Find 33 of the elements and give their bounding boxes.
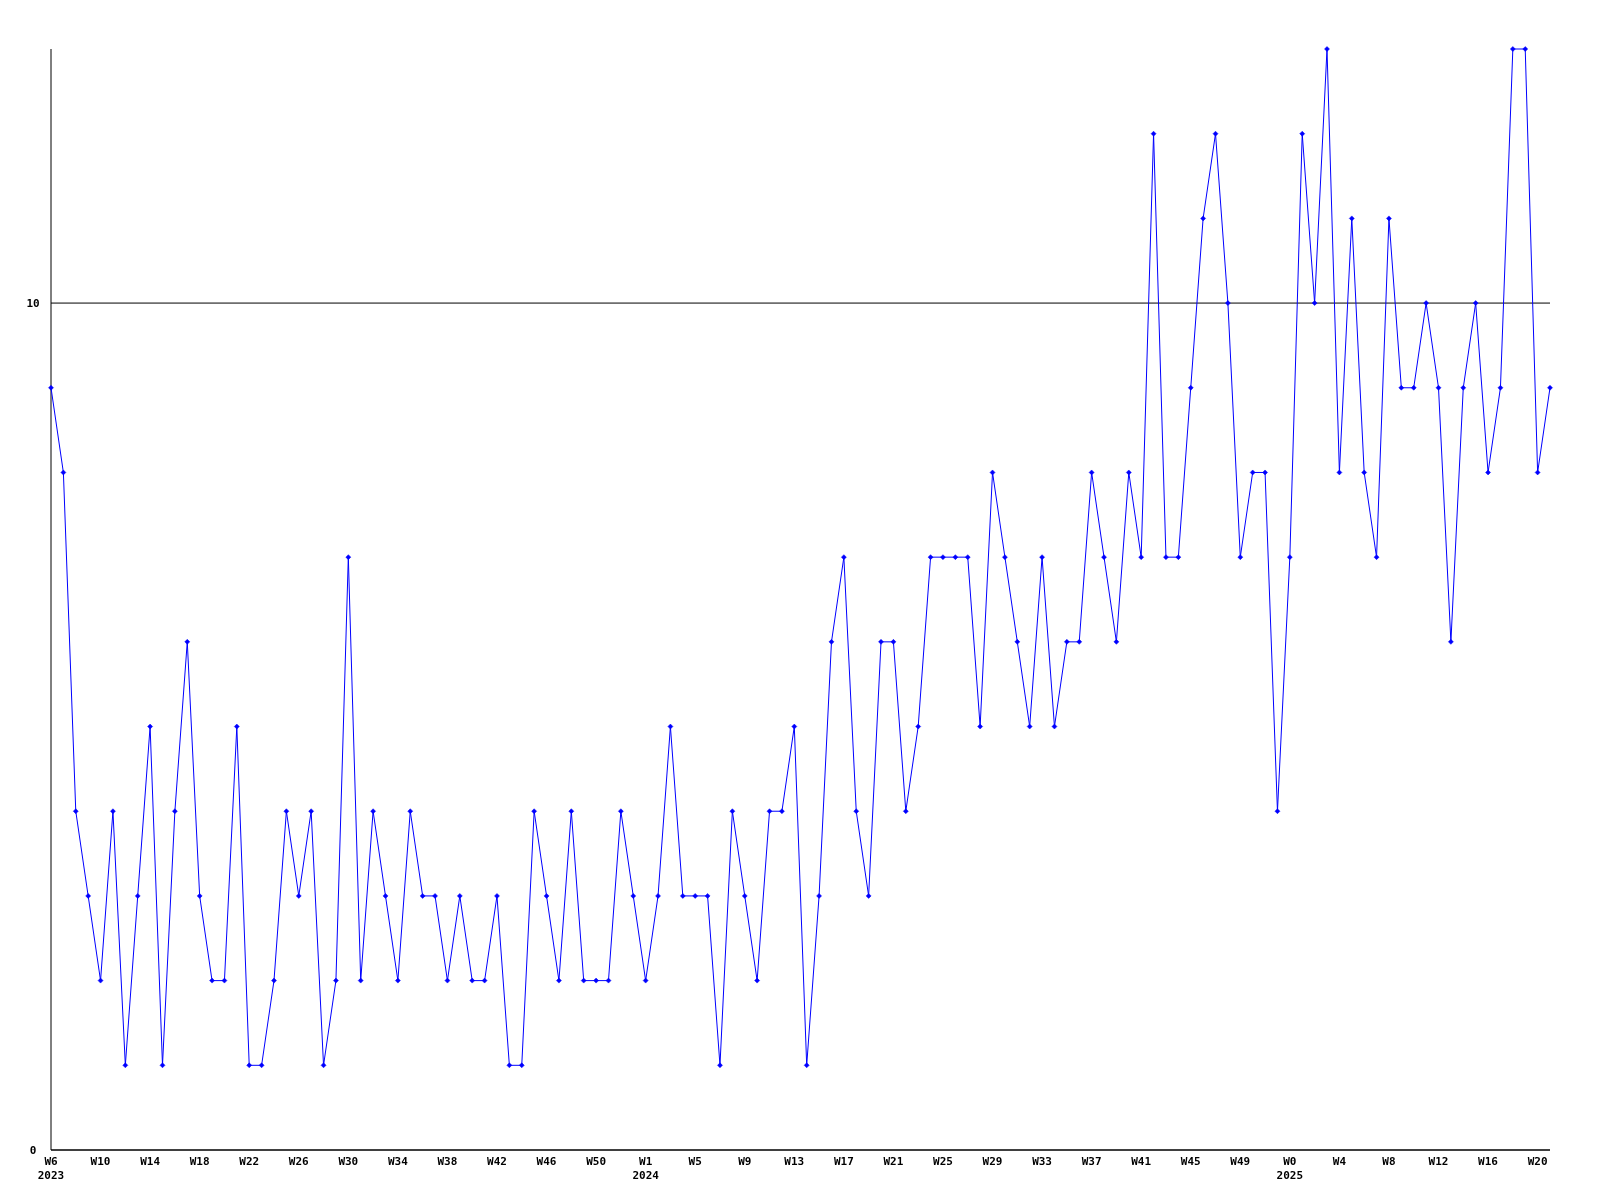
x-tick-label: W12: [1428, 1155, 1449, 1168]
x-tick-label: W9: [738, 1155, 752, 1168]
x-tick-label: W5: [688, 1155, 702, 1168]
x-tick-label: W46: [536, 1155, 557, 1168]
x-tick-label: W17: [833, 1155, 854, 1168]
x-tick-label: W34: [387, 1155, 409, 1168]
x-tick-label: W42: [487, 1155, 507, 1168]
x-tick-label: W14: [140, 1155, 161, 1168]
x-tick-label: W16: [1478, 1155, 1499, 1168]
x-tick-label: W26: [288, 1155, 310, 1168]
x-tick-label: W8: [1382, 1155, 1396, 1168]
x-tick-label: W21: [883, 1155, 904, 1168]
x-tick-label: W18: [189, 1155, 210, 1168]
x-tick-label: W33: [1032, 1155, 1053, 1168]
x-tick-label: W1 2024: [632, 1155, 660, 1182]
x-tick-label: W45: [1180, 1155, 1201, 1168]
x-tick-label: W22: [239, 1155, 260, 1168]
x-tick-label: W50: [586, 1155, 607, 1168]
x-tick-label: W6 2023: [37, 1155, 65, 1182]
x-tick-label: W4: [1332, 1155, 1347, 1168]
x-tick-label: W38: [437, 1155, 458, 1168]
x-tick-label: W49: [1230, 1155, 1251, 1168]
y-tick-label: 10: [26, 296, 40, 310]
x-tick-label: W20: [1527, 1155, 1548, 1168]
x-tick-label: W13: [784, 1155, 805, 1168]
x-tick-label: W0 2025: [1276, 1155, 1304, 1182]
x-tick-label: W41: [1131, 1155, 1152, 1168]
x-tick-label: W29: [982, 1155, 1003, 1168]
x-tick-label: W25: [933, 1155, 953, 1168]
x-tick-label: W37: [1081, 1155, 1102, 1168]
x-tick-label: W10: [90, 1155, 111, 1168]
x-tick-label: W30: [338, 1155, 359, 1168]
y-tick-label: 0: [29, 1143, 37, 1157]
